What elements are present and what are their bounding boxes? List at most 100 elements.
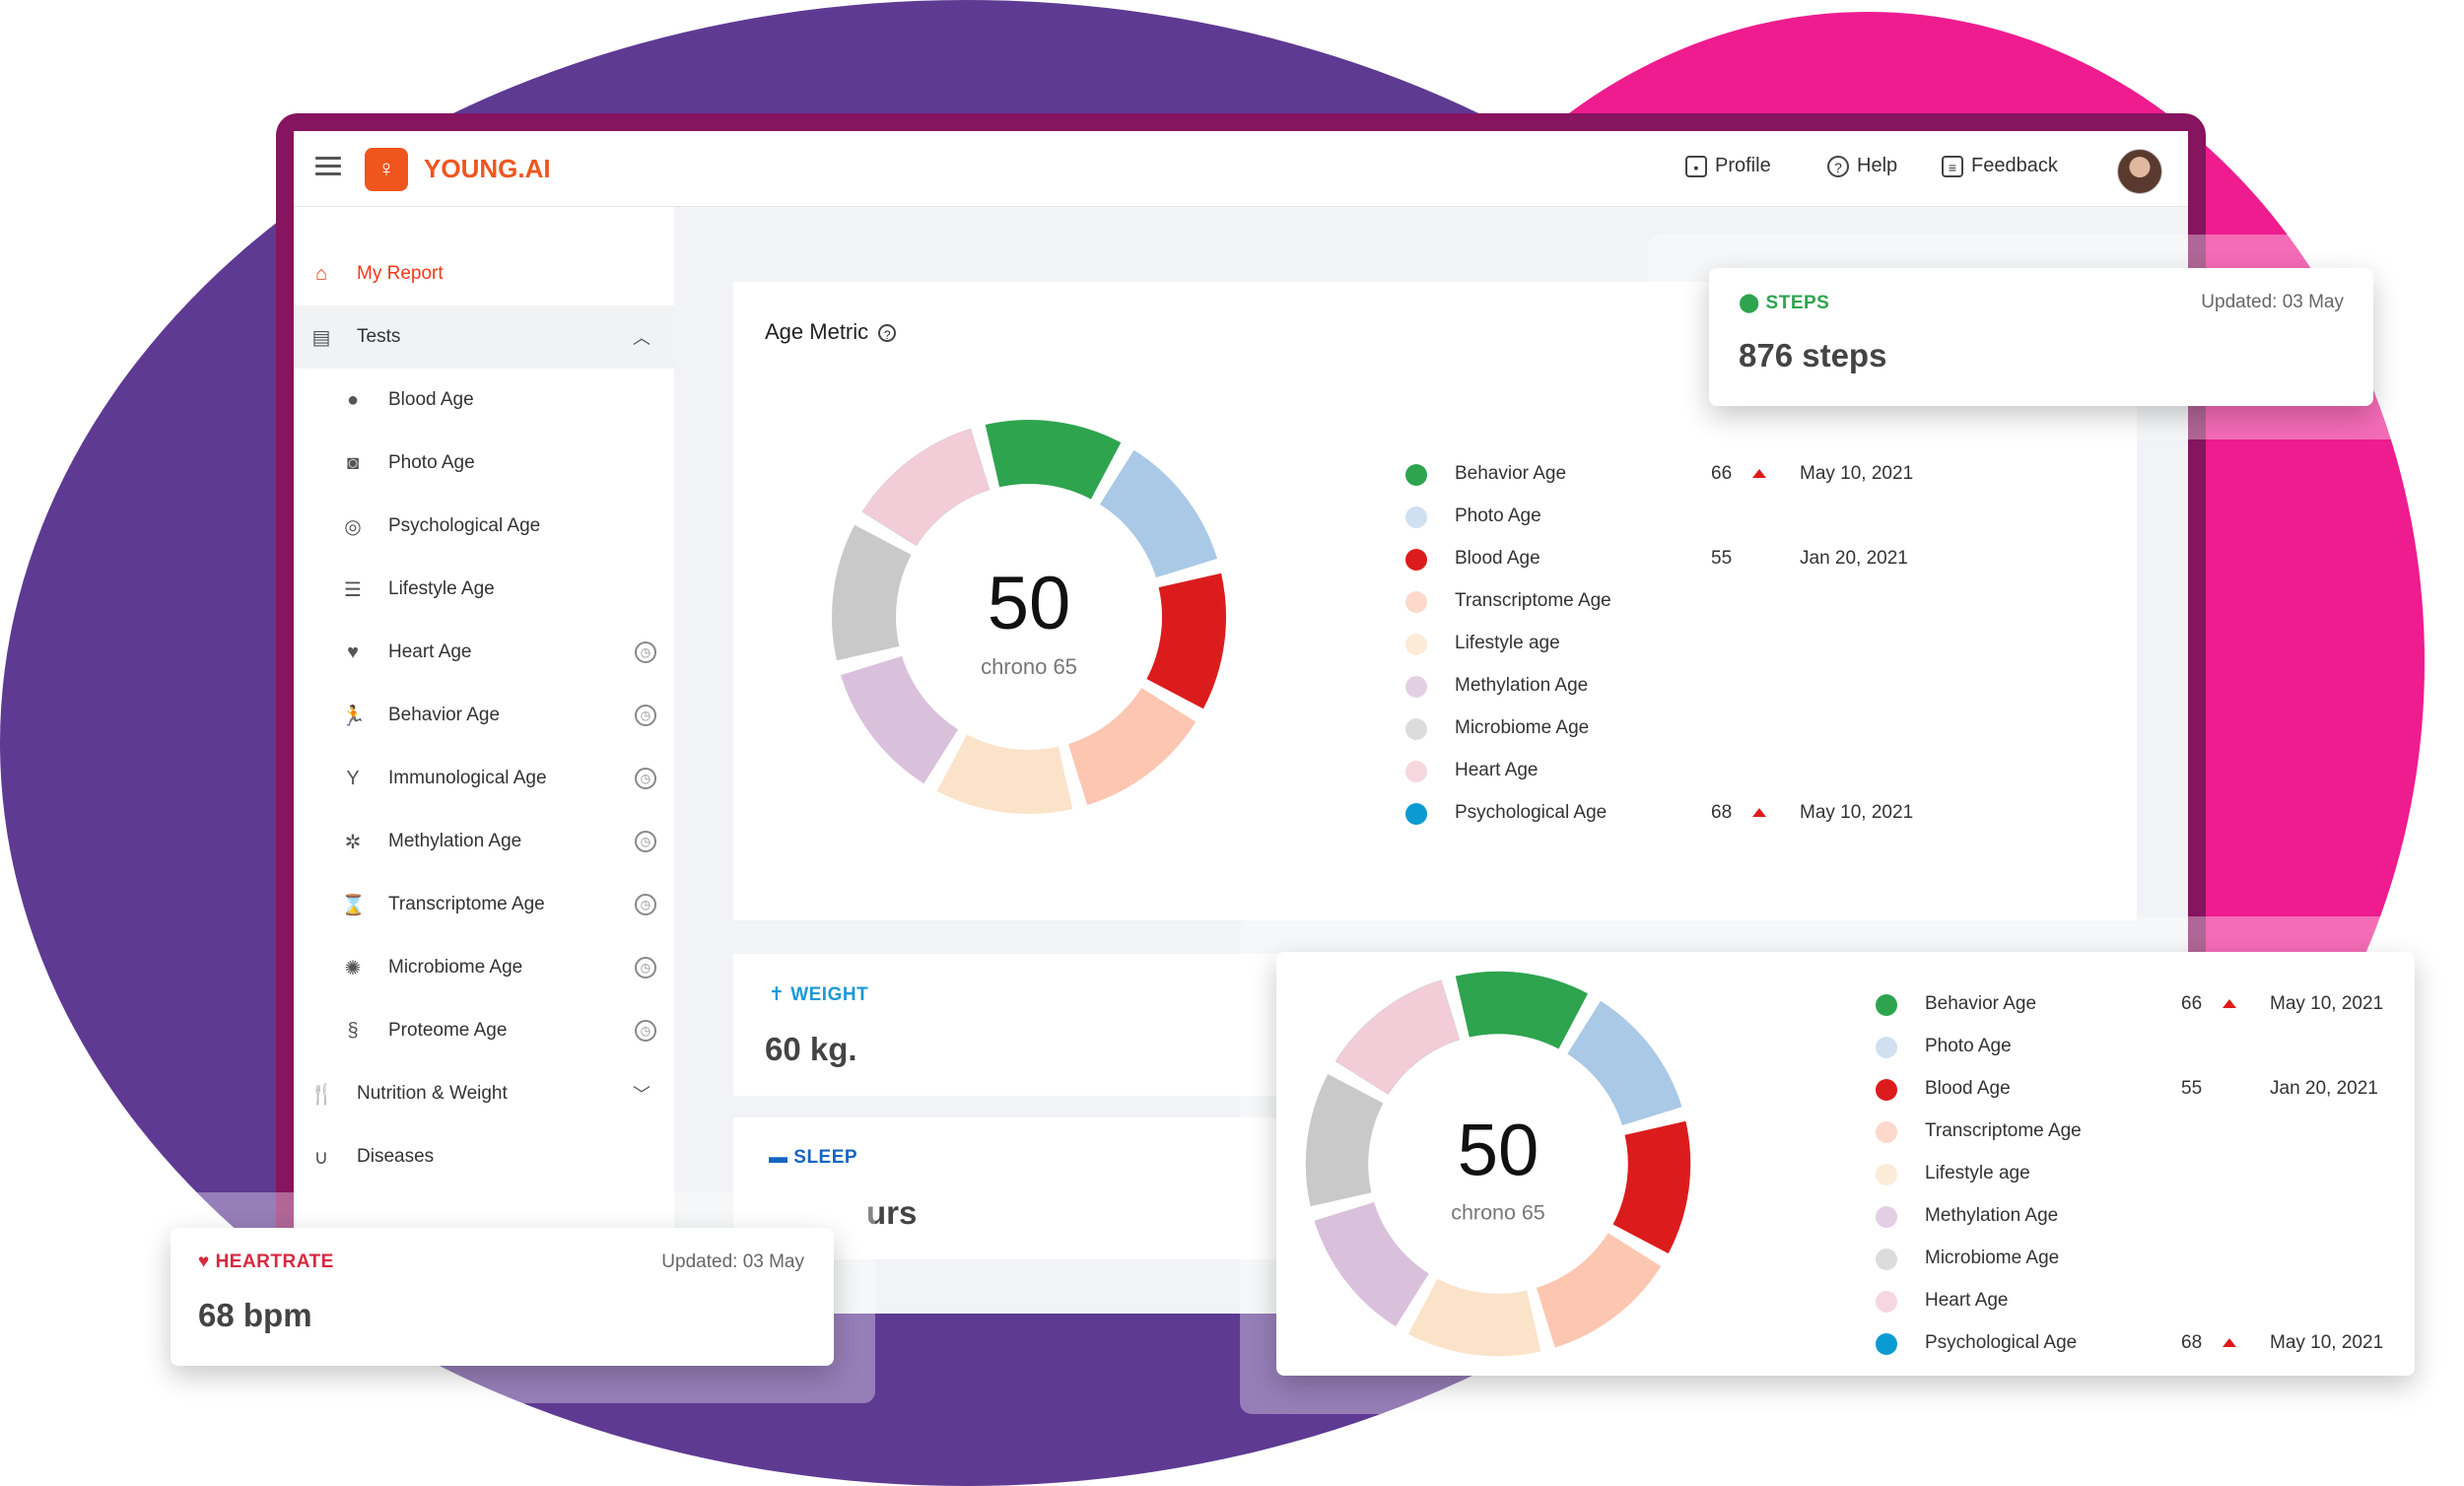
legend-row[interactable]: Methylation Age bbox=[1876, 1201, 2428, 1231]
trend-up-icon bbox=[1752, 469, 1766, 478]
sidebar-item-photo-age[interactable]: ◙ Photo Age bbox=[294, 432, 674, 495]
donut-segment-lifestyle-age[interactable] bbox=[936, 734, 1073, 814]
donut-center-value: 50 bbox=[988, 562, 1071, 645]
sidebar-item-nutrition-weight[interactable]: 🍴 Nutrition & Weight ﹀ bbox=[294, 1062, 674, 1125]
chevron-down-icon: ﹀ bbox=[633, 1085, 650, 1105]
donut-segment-lifestyle-age[interactable] bbox=[1407, 1278, 1541, 1357]
weight-value: 60 kg. bbox=[765, 1031, 857, 1067]
donut-segment-methylation-age[interactable] bbox=[1314, 1201, 1429, 1327]
legend-row[interactable]: Microbiome Age bbox=[1405, 713, 1957, 743]
legend-row[interactable]: Heart Age bbox=[1405, 756, 1957, 785]
legend-dot bbox=[1876, 1164, 1897, 1185]
donut-segment-methylation-age[interactable] bbox=[840, 655, 959, 784]
sidebar-item-label: Photo Age bbox=[388, 452, 475, 473]
donut-segment-transcriptome-age[interactable] bbox=[1536, 1233, 1662, 1348]
legend-dot bbox=[1405, 591, 1427, 613]
donut-segment-behavior-age[interactable] bbox=[1455, 971, 1589, 1049]
steps-card[interactable]: ⬤ STEPS Updated: 03 May 876 steps bbox=[1709, 268, 2373, 406]
legend-row[interactable]: Heart Age bbox=[1876, 1286, 2428, 1316]
drop-icon: ● bbox=[346, 388, 360, 411]
help-icon: ? bbox=[1827, 155, 1849, 177]
steps-value: 876 steps bbox=[1739, 337, 1887, 373]
heartrate-card[interactable]: ♥ HEARTRATE Updated: 03 May 68 bpm bbox=[171, 1228, 834, 1366]
sidebar-item-methylation-age[interactable]: ✲ Methylation Age ◷ bbox=[294, 810, 674, 873]
sidebar-item-tests[interactable]: ▤ Tests ︿ bbox=[294, 305, 674, 369]
legend-row[interactable]: Blood Age 55 Jan 20, 2021 bbox=[1876, 1074, 2428, 1104]
head-icon: ◎ bbox=[344, 515, 362, 538]
help-icon[interactable]: ? bbox=[878, 324, 897, 343]
legend-row[interactable]: Photo Age bbox=[1405, 502, 1957, 531]
sleep-label-text: SLEEP bbox=[793, 1147, 858, 1168]
lock-clock-icon: ◷ bbox=[635, 705, 656, 726]
sidebar-item-transcriptome-age[interactable]: ⌛ Transcriptome Age ◷ bbox=[294, 873, 674, 936]
age-popup-card: 50 chrono 65 Behavior Age 66 May 10, 2021 Ph… bbox=[1276, 952, 2415, 1376]
donut-segment-photo-age[interactable] bbox=[1099, 449, 1218, 578]
donut-segment-heart-age[interactable] bbox=[1335, 979, 1461, 1095]
sidebar-item-lifestyle-age[interactable]: ☰ Lifestyle Age bbox=[294, 558, 674, 621]
donut-segment-photo-age[interactable] bbox=[1567, 1000, 1682, 1126]
legend-row[interactable]: Behavior Age 66 May 10, 2021 bbox=[1405, 459, 1957, 489]
donut-segment-behavior-age[interactable] bbox=[985, 420, 1122, 500]
sidebar-item-my-report[interactable]: ⌂ My Report bbox=[294, 242, 674, 305]
legend-row[interactable]: Psychological Age 68 May 10, 2021 bbox=[1405, 798, 1957, 828]
feedback-icon: ≡ bbox=[1942, 155, 1963, 177]
legend-row[interactable]: Methylation Age bbox=[1405, 671, 1957, 701]
location-pin-icon: ⬤ bbox=[1739, 293, 1760, 313]
sidebar-item-immunological-age[interactable]: Y Immunological Age ◷ bbox=[294, 747, 674, 810]
sidebar-item-proteome-age[interactable]: § Proteome Age ◷ bbox=[294, 999, 674, 1062]
brand-name[interactable]: YOUNG.AI bbox=[424, 154, 551, 183]
legend-value: 55 bbox=[2181, 1078, 2203, 1099]
age-metric-title: Age Metric? bbox=[765, 319, 897, 345]
legend-row[interactable]: Lifestyle age bbox=[1405, 629, 1957, 658]
legend-name: Lifestyle age bbox=[1925, 1163, 2030, 1183]
sidebar-item-diseases[interactable]: ∪ Diseases bbox=[294, 1125, 674, 1188]
profile-button[interactable]: ▪ Profile bbox=[1685, 155, 1771, 177]
sidebar-item-behavior-age[interactable]: 🏃 Behavior Age ◷ bbox=[294, 684, 674, 747]
legend-row[interactable]: Lifestyle age bbox=[1876, 1159, 2428, 1188]
sidebar-item-blood-age[interactable]: ● Blood Age bbox=[294, 369, 674, 432]
sidebar-item-label: Psychological Age bbox=[388, 515, 541, 536]
weight-card[interactable]: ✝ WEIGHT 60 kg. bbox=[733, 954, 1285, 1096]
legend-name: Blood Age bbox=[1925, 1078, 2011, 1099]
legend-row[interactable]: Psychological Age 68 May 10, 2021 bbox=[1876, 1328, 2428, 1358]
legend-dot bbox=[1405, 718, 1427, 740]
user-avatar[interactable] bbox=[2117, 149, 2162, 194]
sidebar-item-microbiome-age[interactable]: ✺ Microbiome Age ◷ bbox=[294, 936, 674, 999]
legend-name: Photo Age bbox=[1455, 506, 1541, 526]
legend-dot bbox=[1876, 1037, 1897, 1058]
sidebar-item-heart-age[interactable]: ♥ Heart Age ◷ bbox=[294, 621, 674, 684]
legend-row[interactable]: Microbiome Age bbox=[1876, 1244, 2428, 1273]
virus-icon: ✺ bbox=[344, 957, 362, 979]
legend-row[interactable]: Behavior Age 66 May 10, 2021 bbox=[1876, 989, 2428, 1019]
bed-icon: ▬ bbox=[769, 1147, 788, 1168]
sidebar-item-label: Methylation Age bbox=[388, 831, 522, 851]
weight-label: ✝ WEIGHT bbox=[769, 983, 868, 1006]
heartrate-label-text: HEARTRATE bbox=[215, 1251, 334, 1272]
legend-name: Behavior Age bbox=[1925, 993, 2037, 1014]
running-icon: 🏃 bbox=[341, 705, 366, 727]
hamburger-menu-icon[interactable] bbox=[315, 157, 341, 176]
donut-segment-heart-age[interactable] bbox=[861, 428, 991, 547]
donut-segment-microbiome-age[interactable] bbox=[1305, 1073, 1384, 1207]
donut-segment-transcriptome-age[interactable] bbox=[1067, 687, 1197, 806]
donut-segment-blood-age[interactable] bbox=[1146, 573, 1226, 709]
donut-segment-microbiome-age[interactable] bbox=[832, 524, 912, 661]
legend-row[interactable]: Transcriptome Age bbox=[1405, 586, 1957, 616]
chevron-up-icon: ︿ bbox=[633, 328, 650, 348]
lock-clock-icon: ◷ bbox=[635, 768, 656, 789]
dna-icon: § bbox=[347, 1019, 359, 1042]
legend-name: Photo Age bbox=[1925, 1036, 2012, 1056]
steps-label: ⬤ STEPS bbox=[1739, 292, 1829, 314]
donut-segment-blood-age[interactable] bbox=[1612, 1120, 1691, 1254]
feedback-button[interactable]: ≡ Feedback bbox=[1942, 155, 2058, 177]
sleep-card[interactable]: ▬ SLEEP urs bbox=[733, 1117, 1285, 1259]
legend-row[interactable]: Blood Age 55 Jan 20, 2021 bbox=[1405, 544, 1957, 574]
lock-clock-icon: ◷ bbox=[635, 1020, 656, 1042]
legend-dot bbox=[1876, 1206, 1897, 1228]
legend-row[interactable]: Photo Age bbox=[1876, 1032, 2428, 1061]
help-button[interactable]: ? Help bbox=[1827, 155, 1897, 177]
legend-dot bbox=[1405, 464, 1427, 486]
legend-row[interactable]: Transcriptome Age bbox=[1876, 1116, 2428, 1146]
heart-icon: ♥ bbox=[198, 1251, 210, 1272]
sidebar-item-psychological-age[interactable]: ◎ Psychological Age bbox=[294, 495, 674, 558]
